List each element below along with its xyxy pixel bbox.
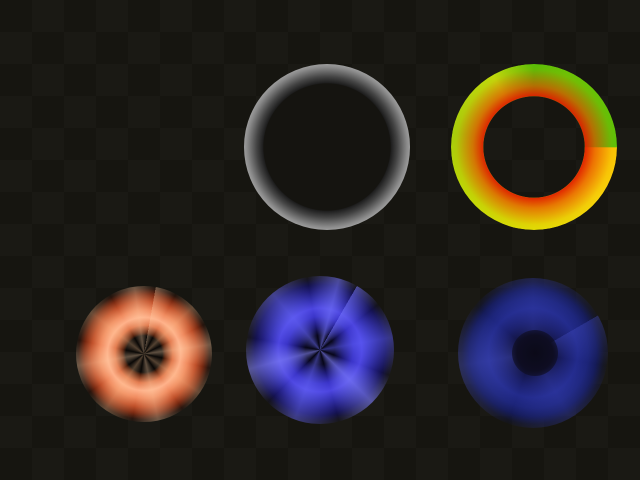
gradient-ring-inner-glow: [451, 64, 617, 230]
grayscale-ring: [244, 64, 410, 230]
faint-blue-glow-core: [512, 330, 558, 376]
orange-glow-ring: [76, 286, 212, 422]
blue-glow-ring: [246, 276, 394, 424]
